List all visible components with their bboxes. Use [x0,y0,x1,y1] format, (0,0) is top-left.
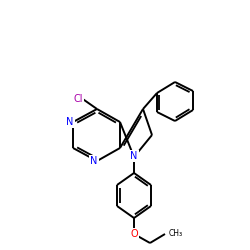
Text: N: N [130,151,138,161]
Text: CH₃: CH₃ [169,230,183,238]
Text: O: O [130,229,138,239]
Text: N: N [90,156,98,166]
Text: N: N [66,117,74,127]
Text: Cl: Cl [74,94,83,104]
